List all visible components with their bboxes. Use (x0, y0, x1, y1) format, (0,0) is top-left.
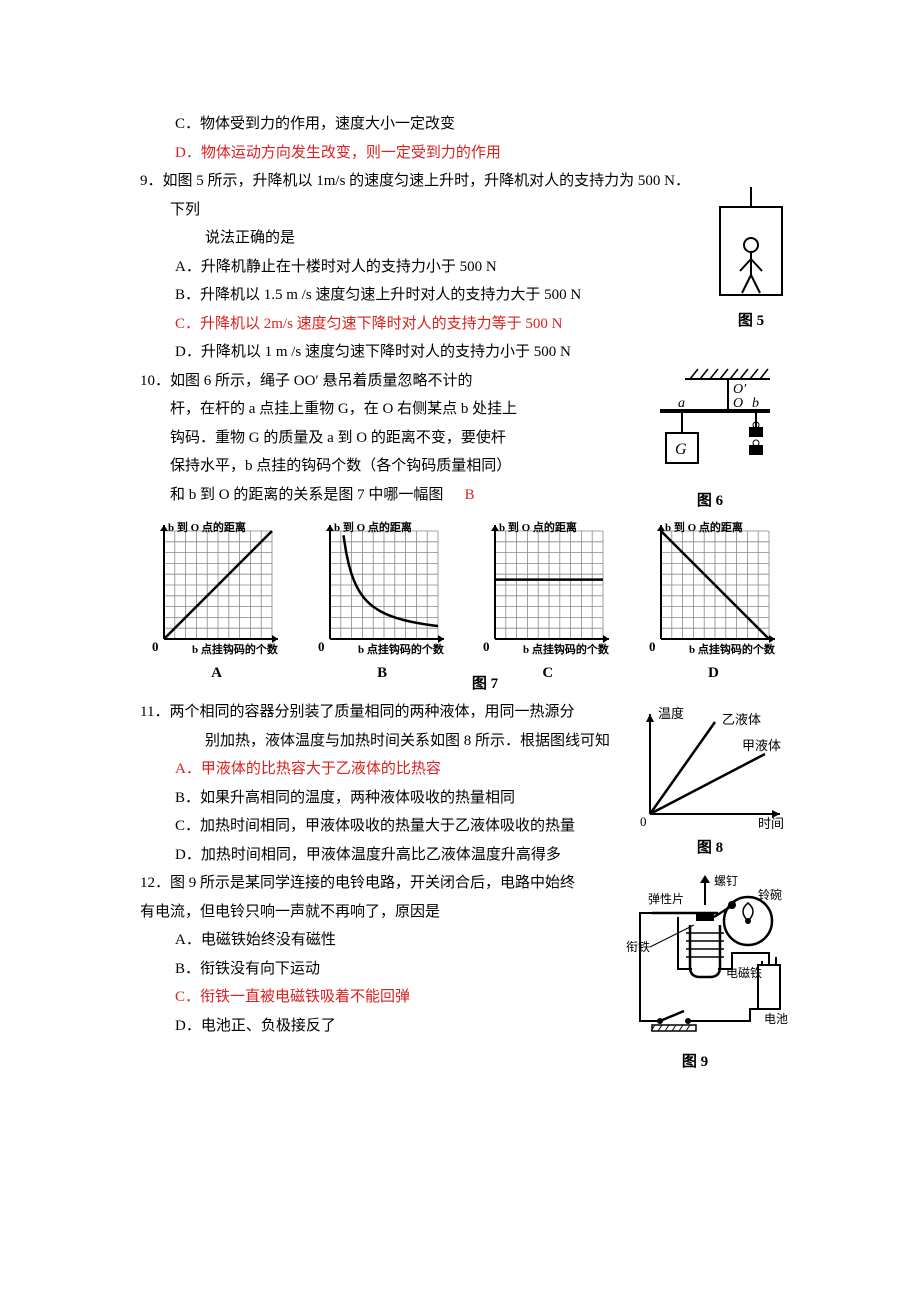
fig8-caption: 图 8 (630, 834, 790, 863)
fig5-caption: 图 5 (712, 307, 790, 336)
svg-text:b 点挂钩码的个数: b 点挂钩码的个数 (523, 642, 610, 656)
q8-option-d: D．物体运动方向发生改变，则一定受到力的作用 (140, 139, 790, 168)
svg-text:b 点挂钩码的个数: b 点挂钩码的个数 (689, 642, 776, 656)
svg-text:铃碗: 铃碗 (758, 887, 782, 902)
q9-option-c: C．升降机以 2m/s 速度匀速下降时对人的支持力等于 500 N (140, 310, 790, 339)
svg-text:b 到 O 点的距离: b 到 O 点的距离 (499, 520, 577, 534)
q9-option-d: D．升降机以 1 m /s 速度匀速下降时对人的支持力小于 500 N (140, 338, 790, 367)
svg-text:乙液体: 乙液体 (722, 712, 761, 727)
q9-figure: 图 5 (712, 187, 790, 336)
svg-text:G: G (675, 441, 687, 458)
graph-d: b 到 O 点的距离b 点挂钩码的个数0 D (641, 519, 786, 688)
q10-answer: B (455, 481, 485, 510)
svg-text:O: O (733, 396, 743, 411)
svg-text:b 到 O 点的距离: b 到 O 点的距离 (665, 520, 743, 534)
graph-c: b 到 O 点的距离b 点挂钩码的个数0 C (475, 519, 620, 688)
svg-text:b 到 O 点的距离: b 到 O 点的距离 (334, 520, 412, 534)
svg-text:0: 0 (152, 639, 159, 654)
q11-figure: 温度 时间 0 乙液体 甲液体 图 8 (630, 704, 790, 863)
graph-a: b 到 O 点的距离b 点挂钩码的个数0 A (144, 519, 289, 688)
svg-text:b 到 O 点的距离: b 到 O 点的距离 (168, 520, 246, 534)
graph-b: b 到 O 点的距离b 点挂钩码的个数0 B (310, 519, 455, 688)
q9-stem-1: 9．如图 5 所示，升降机以 1m/s 的速度匀速上升时，升降机对人的支持力为 … (140, 167, 790, 224)
svg-text:0: 0 (640, 814, 647, 829)
svg-text:a: a (678, 396, 685, 411)
q8-option-c: C．物体受到力的作用，速度大小一定改变 (140, 110, 790, 139)
svg-text:0: 0 (649, 639, 656, 654)
q9-stem-2: 说法正确的是 (140, 224, 790, 253)
svg-text:O′: O′ (733, 382, 747, 397)
svg-text:电池: 电池 (764, 1012, 788, 1026)
svg-text:时间: 时间 (758, 816, 784, 831)
svg-text:螺钉: 螺钉 (714, 874, 738, 888)
svg-text:温度: 温度 (658, 706, 684, 721)
fig9-caption: 图 9 (600, 1048, 790, 1077)
q10-graphs-row: b 到 O 点的距离b 点挂钩码的个数0 A b 到 O 点的距离b 点挂钩码的… (140, 515, 790, 688)
svg-text:b 点挂钩码的个数: b 点挂钩码的个数 (192, 642, 279, 656)
svg-text:弹性片: 弹性片 (648, 892, 684, 906)
q9-option-a: A．升降机静止在十楼时对人的支持力小于 500 N (140, 253, 790, 282)
q12-figure: 铃碗 螺钉 弹性片 衔铁 电磁铁 电池 图 (600, 873, 790, 1077)
svg-text:0: 0 (483, 639, 490, 654)
q10-figure: O′ a O b G 图 6 (630, 367, 790, 516)
svg-text:甲液体: 甲液体 (742, 738, 781, 753)
svg-text:b 点挂钩码的个数: b 点挂钩码的个数 (358, 642, 445, 656)
fig6-caption: 图 6 (630, 487, 790, 516)
q9-option-b: B．升降机以 1.5 m /s 速度匀速上升时对人的支持力大于 500 N (140, 281, 790, 310)
svg-text:0: 0 (318, 639, 325, 654)
svg-text:b: b (752, 396, 759, 411)
svg-text:衔铁: 衔铁 (626, 940, 650, 954)
